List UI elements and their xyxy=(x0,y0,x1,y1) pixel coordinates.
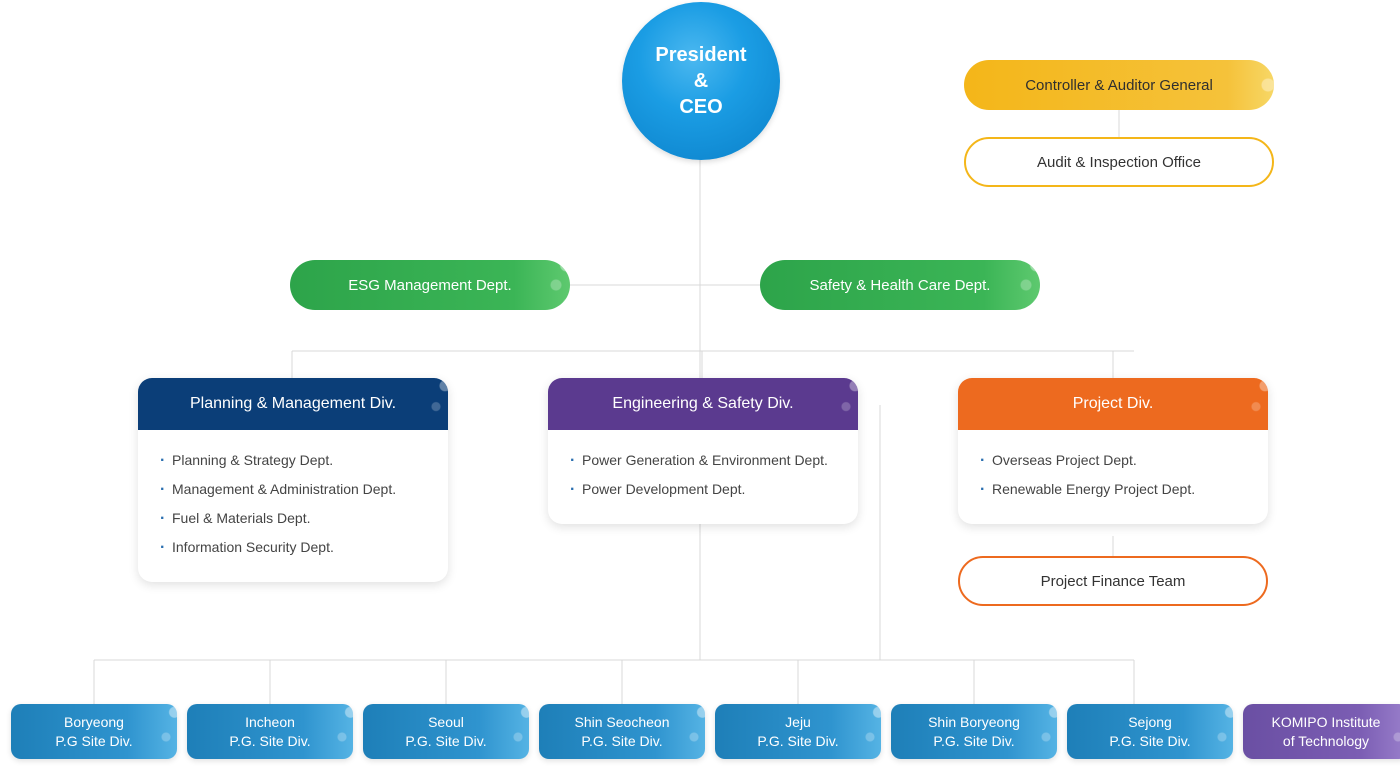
safety-label: Safety & Health Care Dept. xyxy=(810,277,991,294)
project-body: Overseas Project Dept. Renewable Energy … xyxy=(958,430,1268,524)
site-label: Sejong xyxy=(1128,714,1172,730)
site-label: Shin Boryeong xyxy=(928,714,1020,730)
controller-label: Controller & Auditor General xyxy=(1025,77,1213,94)
dept-item: Overseas Project Dept. xyxy=(980,446,1248,475)
dept-item: Fuel & Materials Dept. xyxy=(160,504,428,533)
safety-health-dept: Safety & Health Care Dept. xyxy=(760,260,1040,310)
site-sublabel: P.G. Site Div. xyxy=(581,733,662,749)
audit-inspection-office: Audit & Inspection Office xyxy=(964,137,1274,187)
site-boryeong: Boryeong P.G Site Div. xyxy=(11,704,177,759)
engineering-body: Power Generation & Environment Dept. Pow… xyxy=(548,430,858,524)
controller-auditor-general: Controller & Auditor General xyxy=(964,60,1274,110)
dept-item: Renewable Energy Project Dept. xyxy=(980,475,1248,504)
esg-label: ESG Management Dept. xyxy=(348,277,511,294)
project-finance-label: Project Finance Team xyxy=(1041,573,1186,590)
site-label: Incheon xyxy=(245,714,295,730)
ceo-line2: & xyxy=(694,70,708,92)
dept-item: Power Development Dept. xyxy=(570,475,838,504)
ceo-line1: President xyxy=(655,44,746,66)
project-division: Project Div. Overseas Project Dept. Rene… xyxy=(958,378,1268,524)
planning-division: Planning & Management Div. Planning & St… xyxy=(138,378,448,582)
site-label: Jeju xyxy=(785,714,811,730)
site-label: Seoul xyxy=(428,714,464,730)
site-sublabel: P.G. Site Div. xyxy=(933,733,1014,749)
project-title: Project Div. xyxy=(1073,395,1154,413)
engineering-division: Engineering & Safety Div. Power Generati… xyxy=(548,378,858,524)
dept-item: Power Generation & Environment Dept. xyxy=(570,446,838,475)
site-sublabel: of Technology xyxy=(1283,733,1369,749)
ceo-line3: CEO xyxy=(679,96,722,118)
site-sublabel: P.G. Site Div. xyxy=(405,733,486,749)
site-shin-boryeong: Shin Boryeong P.G. Site Div. xyxy=(891,704,1057,759)
ceo-node: President & CEO xyxy=(622,2,780,160)
audit-office-label: Audit & Inspection Office xyxy=(1037,154,1201,171)
engineering-head: Engineering & Safety Div. xyxy=(548,378,858,430)
site-jeju: Jeju P.G. Site Div. xyxy=(715,704,881,759)
site-sejong: Sejong P.G. Site Div. xyxy=(1067,704,1233,759)
site-label: Boryeong xyxy=(64,714,124,730)
site-label: KOMIPO Institute xyxy=(1272,714,1381,730)
dept-item: Information Security Dept. xyxy=(160,533,428,562)
site-shin-seocheon: Shin Seocheon P.G. Site Div. xyxy=(539,704,705,759)
site-sublabel: P.G. Site Div. xyxy=(229,733,310,749)
site-label: Shin Seocheon xyxy=(575,714,670,730)
planning-head: Planning & Management Div. xyxy=(138,378,448,430)
project-head: Project Div. xyxy=(958,378,1268,430)
site-incheon: Incheon P.G. Site Div. xyxy=(187,704,353,759)
planning-title: Planning & Management Div. xyxy=(190,395,396,413)
planning-body: Planning & Strategy Dept. Management & A… xyxy=(138,430,448,582)
engineering-title: Engineering & Safety Div. xyxy=(612,395,793,413)
site-seoul: Seoul P.G. Site Div. xyxy=(363,704,529,759)
site-sublabel: P.G. Site Div. xyxy=(1109,733,1190,749)
project-finance-team: Project Finance Team xyxy=(958,556,1268,606)
esg-management-dept: ESG Management Dept. xyxy=(290,260,570,310)
site-komipo-institute: KOMIPO Institute of Technology xyxy=(1243,704,1400,759)
site-sublabel: P.G Site Div. xyxy=(55,733,132,749)
dept-item: Planning & Strategy Dept. xyxy=(160,446,428,475)
site-sublabel: P.G. Site Div. xyxy=(757,733,838,749)
dept-item: Management & Administration Dept. xyxy=(160,475,428,504)
